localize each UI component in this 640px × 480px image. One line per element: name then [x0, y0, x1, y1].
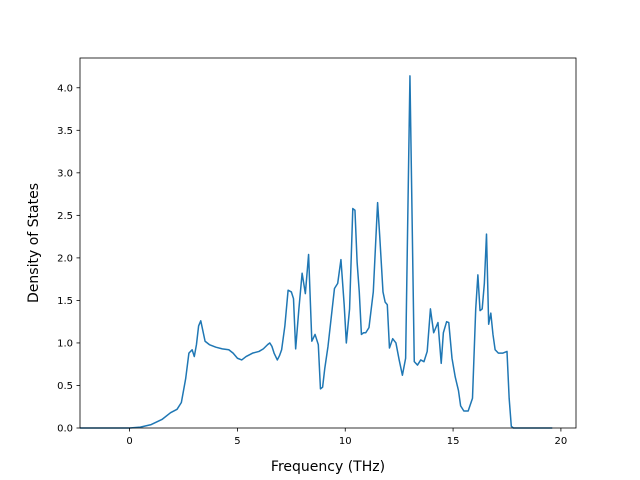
x-axis-label: Frequency (THz) [271, 459, 385, 475]
x-tick-label: 5 [234, 436, 240, 447]
y-tick-label: 1.0 [57, 338, 73, 349]
x-tick-label: 10 [339, 436, 352, 447]
y-tick-label: 1.5 [57, 296, 73, 307]
plot-frame [79, 57, 577, 429]
plot-background [80, 58, 576, 428]
x-tick-label: 15 [447, 436, 460, 447]
y-tick-label: 0.5 [57, 381, 73, 392]
y-axis-label: Density of States [26, 183, 42, 303]
series-line-0 [80, 75, 553, 429]
y-tick-label: 2.5 [57, 211, 73, 222]
y-axis-ticks: 0.0 0.5 1.0 1.5 2.0 2.5 3.0 3.5 4.0 [57, 83, 80, 435]
x-tick-label: 0 [126, 436, 132, 447]
y-tick-label: 3.5 [57, 126, 73, 137]
y-tick-label: 0.0 [57, 424, 73, 435]
x-tick-label: 20 [555, 436, 568, 447]
series-layer [80, 75, 553, 429]
x-axis-ticks: 0 5 10 15 20 [126, 428, 567, 447]
y-tick-label: 4.0 [57, 83, 73, 94]
y-tick-label: 2.0 [57, 253, 73, 264]
y-tick-label: 3.0 [57, 168, 73, 179]
